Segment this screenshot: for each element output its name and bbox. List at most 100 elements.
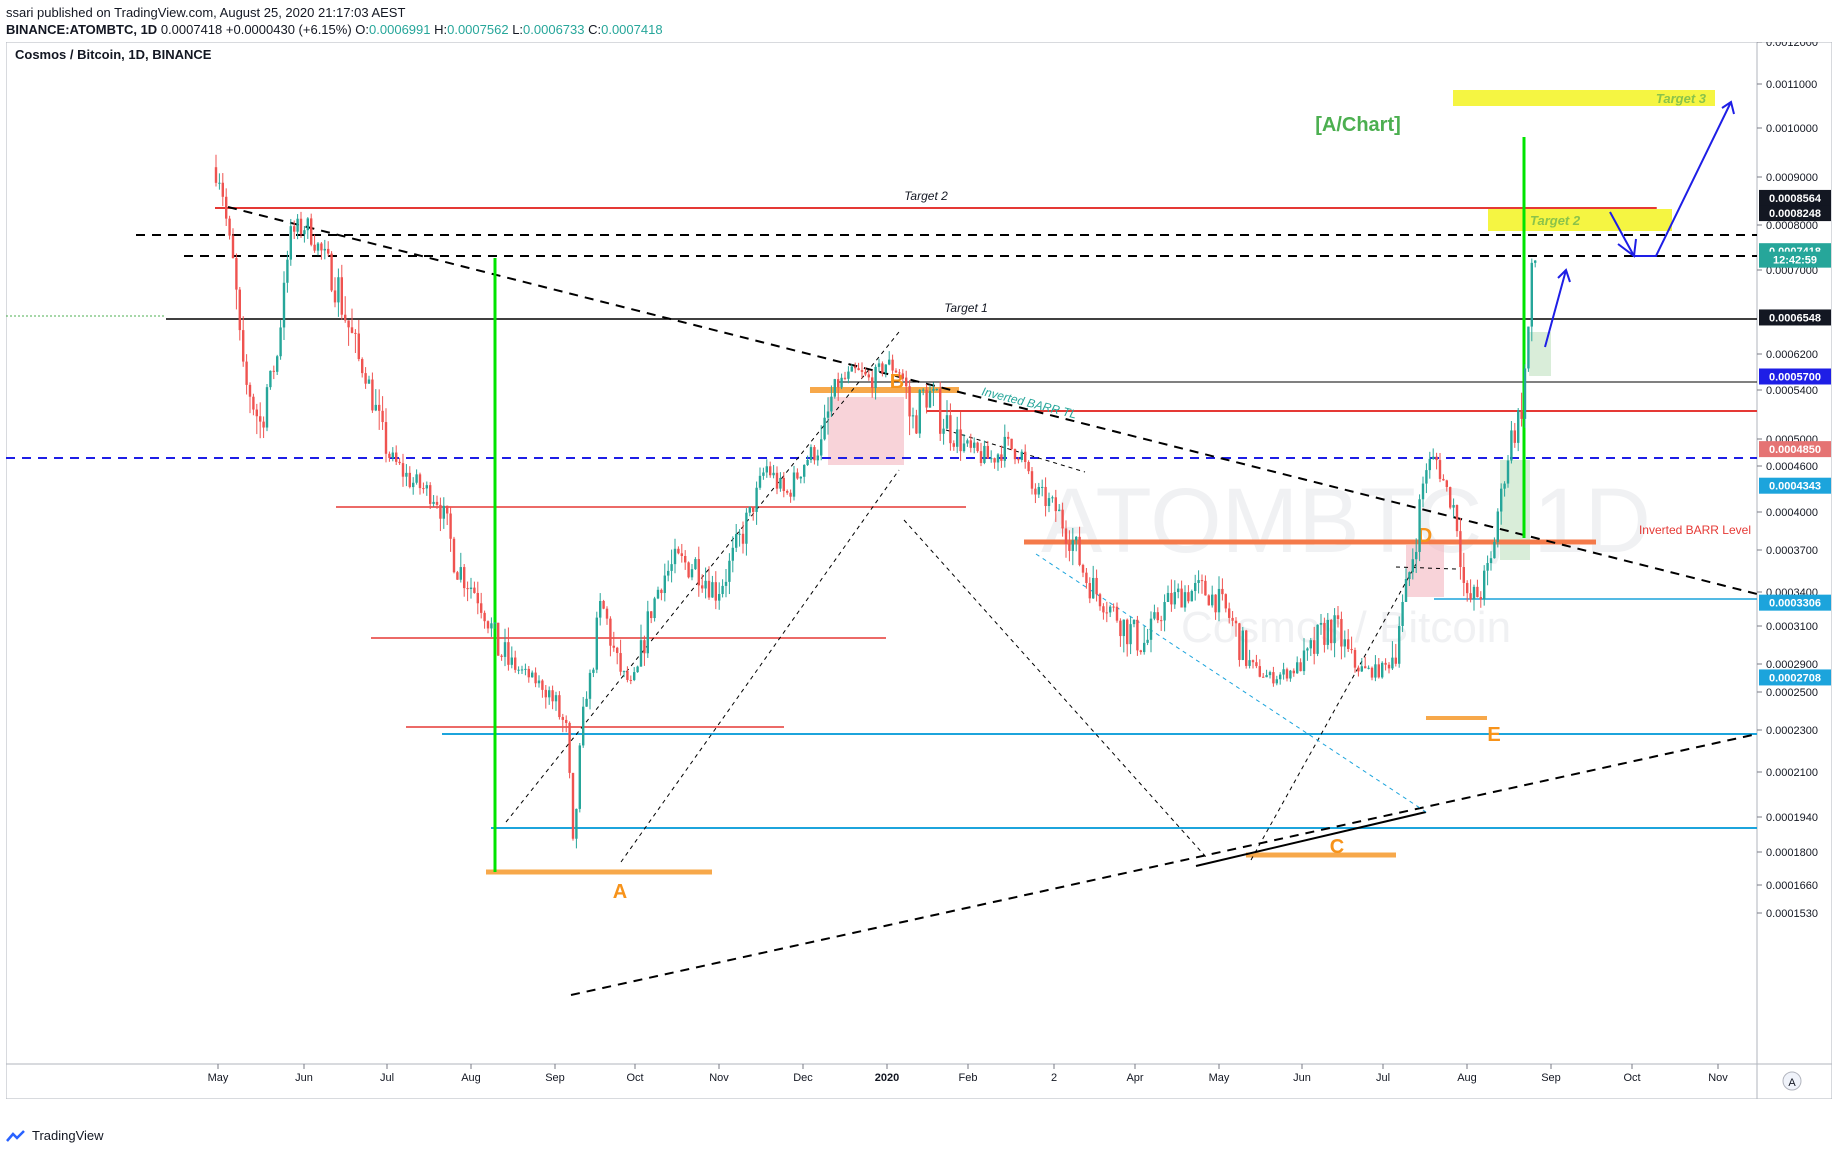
- candle-body: [1245, 630, 1248, 666]
- candle-body: [1347, 639, 1350, 649]
- candle-body: [857, 368, 860, 371]
- change-value: +0.0000430 (+6.15%): [225, 22, 352, 37]
- candle-body: [813, 447, 816, 461]
- x-tick-label: Aug: [461, 1072, 481, 1084]
- candle-body: [490, 623, 493, 629]
- x-tick-label: 2020: [875, 1072, 899, 1084]
- candle-body: [612, 645, 615, 648]
- candle-body: [1017, 459, 1020, 461]
- candle-body: [571, 772, 575, 839]
- candle-body: [741, 533, 745, 544]
- candle-body: [1530, 262, 1533, 327]
- candle-body: [935, 388, 938, 390]
- candle-body: [446, 505, 449, 514]
- x-tick-label: May: [208, 1072, 229, 1084]
- candle-body: [242, 330, 245, 362]
- candle-body: [1319, 622, 1323, 625]
- candle-body: [1367, 667, 1370, 669]
- price-labels: 0.00085640.00082480.000741812:42:590.000…: [1759, 189, 1831, 686]
- candle-body: [1030, 471, 1034, 489]
- candle-body: [503, 642, 507, 657]
- price-label-box: [1759, 441, 1831, 458]
- candle-body: [1217, 588, 1221, 613]
- candle-body: [1231, 617, 1234, 621]
- candle-body: [1313, 640, 1316, 654]
- candle-body: [364, 373, 367, 384]
- price-label-box: [1759, 594, 1831, 611]
- candle-body: [316, 243, 320, 251]
- x-tick-label: Sep: [1541, 1072, 1561, 1084]
- candle-body: [1282, 669, 1285, 675]
- candle-body: [1333, 615, 1336, 644]
- auto-scale-button[interactable]: [1782, 1071, 1802, 1091]
- candle-body: [381, 410, 384, 423]
- time-axis[interactable]: May Jun Jul Aug Sep Oct Nov Dec 2020 Feb 2 Apr May Ju…: [208, 1064, 1729, 1084]
- candle-body: [1309, 640, 1312, 649]
- candle-body: [371, 379, 374, 411]
- candle-body: [684, 556, 687, 563]
- candle-body: [1421, 483, 1425, 500]
- candle-body: [721, 585, 724, 595]
- target1-label: Target 1: [944, 301, 988, 315]
- candle-body: [915, 415, 918, 434]
- candle-body: [633, 672, 636, 681]
- y-tick-label: 0.0001530: [1766, 908, 1818, 920]
- point-a: A: [613, 881, 627, 903]
- candle-body: [918, 389, 921, 434]
- candle-body: [1503, 483, 1506, 489]
- candle-body: [1156, 612, 1159, 621]
- candle-body: [939, 388, 942, 434]
- candle-body: [408, 472, 411, 488]
- candle-body: [595, 617, 598, 670]
- candle-body: [704, 580, 707, 589]
- candle-body: [1180, 588, 1183, 608]
- price-label-box: [1759, 309, 1831, 326]
- candle-body: [796, 472, 799, 479]
- candle-body: [248, 384, 252, 397]
- candle-body: [367, 379, 371, 384]
- candle-body: [806, 459, 809, 466]
- footer-brand[interactable]: TradingView: [32, 1128, 104, 1143]
- candle-body: [1394, 657, 1397, 664]
- candle-body: [575, 808, 578, 839]
- candle-body: [1000, 454, 1003, 461]
- candle-body: [1166, 592, 1170, 603]
- candle-body: [769, 466, 772, 476]
- candle-body: [1496, 511, 1499, 542]
- auto-scale-icon[interactable]: A: [1788, 1077, 1796, 1089]
- target3-label: Target 3: [1656, 91, 1707, 106]
- candle-body: [1360, 666, 1363, 672]
- chart-area[interactable]: ATOMBTC, 1D Cosmos / Bitcoin Cosmos / Bi…: [5, 37, 1833, 1100]
- y-tick-label: 0.0002500: [1766, 687, 1818, 699]
- candle-body: [262, 421, 265, 428]
- candle-body: [425, 485, 428, 489]
- candle-body: [1449, 487, 1452, 508]
- candle-body: [1323, 622, 1326, 645]
- candle-body: [1486, 563, 1489, 571]
- candle-body: [1078, 536, 1081, 565]
- candle-body: [554, 695, 558, 702]
- candle-body: [442, 505, 445, 519]
- candle-body: [1306, 648, 1309, 651]
- candle-body: [347, 320, 350, 328]
- x-tick-label: Oct: [1623, 1072, 1640, 1084]
- candle-body: [1520, 410, 1523, 419]
- candles: [214, 154, 1537, 849]
- candle-body: [694, 559, 697, 570]
- candle-body: [877, 363, 881, 367]
- candle-body: [847, 371, 850, 379]
- candle-body: [279, 327, 282, 357]
- price-label: 0.0008564: [1769, 193, 1822, 205]
- price-label: 0.0004343: [1769, 481, 1821, 493]
- candle-body: [520, 669, 524, 671]
- candle-body: [599, 600, 602, 618]
- candle-body: [864, 371, 867, 375]
- candle-body: [1027, 461, 1030, 472]
- candle-body: [330, 253, 333, 291]
- candle-body: [833, 379, 836, 397]
- chart-svg[interactable]: ATOMBTC, 1D Cosmos / Bitcoin Cosmos / Bi…: [5, 37, 1833, 1100]
- candle-body: [789, 492, 792, 497]
- candle-body: [459, 567, 462, 580]
- candle-body: [1265, 675, 1268, 678]
- candle-body: [344, 314, 347, 321]
